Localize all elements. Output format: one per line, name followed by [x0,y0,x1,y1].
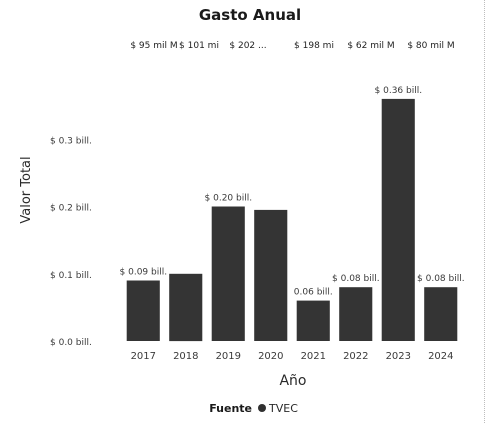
data-label-2023: $ 0.36 bill. [375,86,423,96]
x-tick-label-2017: 2017 [131,351,156,362]
data-labels: $ 0.09 bill. $ 0.20 bill. 0.06 bill. $ 0.08… [120,86,465,298]
data-label-2022: $ 0.08 bill. [332,274,380,284]
frame-border [484,0,485,423]
y-axis-label: Valor Total [19,156,34,223]
bar-2020 [254,209,288,341]
bars [126,98,458,342]
top-label-2: $ 202 ... [229,41,266,51]
data-label-2017: $ 0.09 bill. [120,268,168,278]
y-tick-label-1: $ 0.1 bill. [50,271,92,281]
legend-title: Fuente [209,402,252,415]
data-label-2019: $ 0.20 bill. [205,194,253,204]
bar-2022 [339,287,373,341]
x-tick-label-2022: 2022 [343,351,368,362]
bar-2019 [211,206,245,341]
x-tick-label-2024: 2024 [428,351,453,362]
legend: Fuente TVEC [209,402,298,415]
chart-title: Gasto Anual [199,6,301,24]
x-tick-label-2023: 2023 [386,351,411,362]
bar-2021 [296,300,330,341]
bar-2017 [126,280,160,341]
x-axis-label: Año [279,373,306,389]
x-ticks: 2017 2018 2019 2020 2021 2022 2023 2024 [131,351,454,362]
top-label-4: $ 62 mil M [347,41,394,51]
y-tick-label-0: $ 0.0 bill. [50,338,92,348]
legend-series-label: TVEC [268,402,298,415]
top-label-5: $ 80 mil M [407,41,454,51]
top-label-1: $ 101 mi [179,41,219,51]
y-tick-label-2: $ 0.2 bill. [50,204,92,214]
top-labels: $ 95 mil M $ 101 mi $ 202 ... $ 198 mi $ 62 … [130,41,454,51]
x-tick-label-2018: 2018 [173,351,198,362]
legend-marker-tvec [258,404,266,412]
y-ticks: $ 0.0 bill. $ 0.1 bill. $ 0.2 bill. $ 0.3 b… [50,136,92,348]
bar-2023 [381,98,415,342]
top-label-3: $ 198 mi [294,41,334,51]
bar-2018 [169,273,203,342]
data-label-2024: $ 0.08 bill. [417,274,465,284]
top-label-0: $ 95 mil M [130,41,177,51]
data-label-2021: 0.06 bill. [294,288,333,298]
x-tick-label-2019: 2019 [216,351,241,362]
x-tick-label-2021: 2021 [301,351,326,362]
x-tick-label-2020: 2020 [258,351,283,362]
y-tick-label-3: $ 0.3 bill. [50,136,92,146]
bar-2024 [424,287,458,341]
